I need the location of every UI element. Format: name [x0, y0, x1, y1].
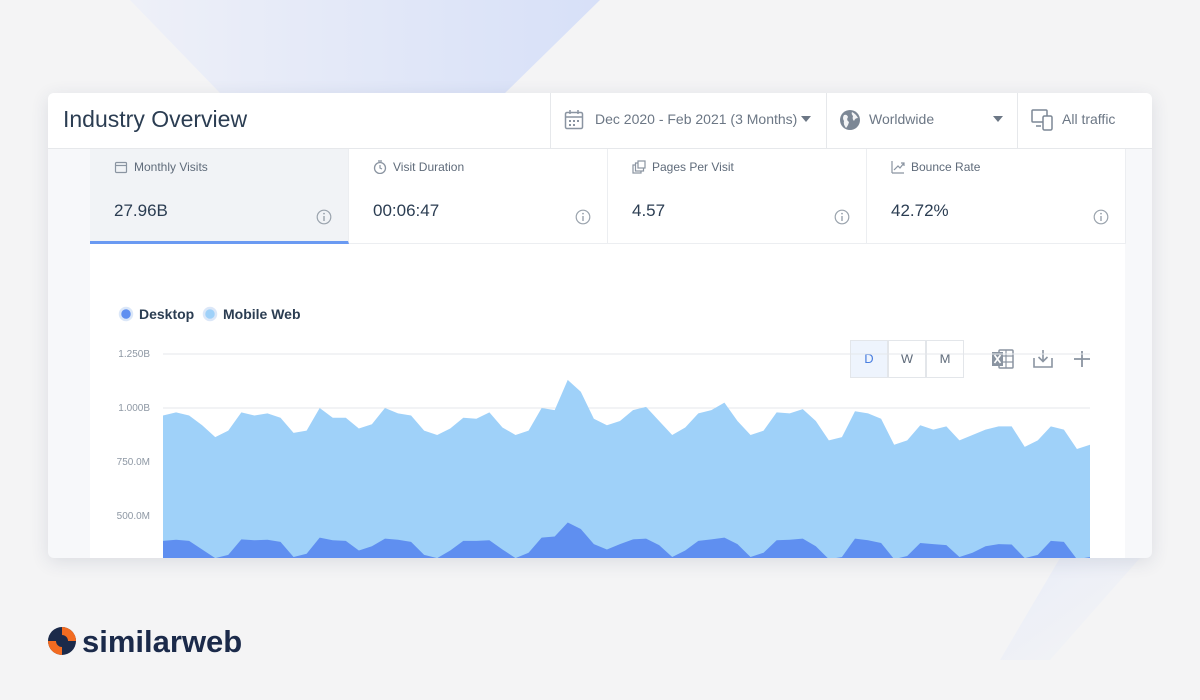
- header: Industry Overview Dec 2020 - Feb 2021 (3…: [48, 93, 1152, 149]
- chart: 500.0M 750.0M 1.000B 1.250B Desktop Mobile We…: [117, 306, 1090, 558]
- calendar-icon: [564, 110, 584, 130]
- metric-value: 42.72%: [891, 201, 949, 220]
- metric-tile: Monthly Visits 27.96B: [90, 149, 349, 244]
- traffic-icon: [1031, 109, 1053, 131]
- y-tick-label: 1.000B: [118, 403, 150, 414]
- date-range-selector[interactable]: Dec 2020 - Feb 2021 (3 Months): [595, 111, 798, 127]
- info-icon: [575, 209, 591, 225]
- globe-icon: [840, 110, 860, 130]
- metric-tile: Pages Per Visit 4.57: [608, 149, 867, 244]
- decor-shape: [130, 0, 600, 93]
- metric-tile: Visit Duration 00:06:47: [349, 149, 608, 244]
- metric-value: 00:06:47: [373, 201, 440, 220]
- excel-export-icon[interactable]: [991, 348, 1015, 370]
- metric-icon: [632, 160, 646, 174]
- y-tick-label: 1.250B: [118, 349, 150, 360]
- legend-marker: [118, 306, 134, 322]
- info-icon: [1093, 209, 1109, 225]
- dropdown-caret: [801, 116, 811, 122]
- metric-label: Monthly Visits: [134, 160, 208, 174]
- page-title: Industry Overview: [63, 106, 248, 132]
- traffic-selector[interactable]: All traffic: [1062, 111, 1116, 127]
- granularity-button[interactable]: M: [926, 340, 964, 378]
- metric-icon: [891, 161, 905, 174]
- card: Industry Overview Dec 2020 - Feb 2021 (3…: [48, 93, 1152, 558]
- granularity-button[interactable]: W: [888, 340, 926, 378]
- dropdown-caret: [993, 116, 1003, 122]
- divider: [550, 93, 551, 149]
- metric-value: 4.57: [632, 201, 666, 220]
- legend-marker: [202, 306, 218, 322]
- area: [163, 522, 1090, 558]
- brand-name: similarweb: [82, 624, 242, 659]
- metric-label: Pages Per Visit: [652, 160, 734, 174]
- divider: [826, 93, 827, 149]
- y-tick-label: 750.0M: [117, 457, 150, 468]
- brand-logo-icon: [48, 627, 76, 655]
- info-icon: [834, 209, 850, 225]
- granularity-button[interactable]: D: [850, 340, 888, 378]
- divider: [1017, 93, 1018, 149]
- metric-icon: [373, 160, 387, 174]
- metric-label: Visit Duration: [393, 160, 465, 174]
- region-selector[interactable]: Worldwide: [869, 111, 935, 127]
- legend-label: Mobile Web: [223, 306, 301, 322]
- area: [163, 379, 1090, 558]
- y-tick-label: 500.0M: [117, 511, 150, 522]
- decor-shape: [1000, 558, 1140, 660]
- metric-value: 27.96B: [114, 201, 168, 220]
- metric-label: Bounce Rate: [911, 160, 981, 174]
- metric-tile: Bounce Rate 42.72%: [867, 149, 1126, 244]
- metric-icon: [114, 161, 128, 174]
- download-icon[interactable]: [1032, 348, 1054, 370]
- legend-label: Desktop: [139, 306, 194, 322]
- info-icon: [316, 209, 332, 225]
